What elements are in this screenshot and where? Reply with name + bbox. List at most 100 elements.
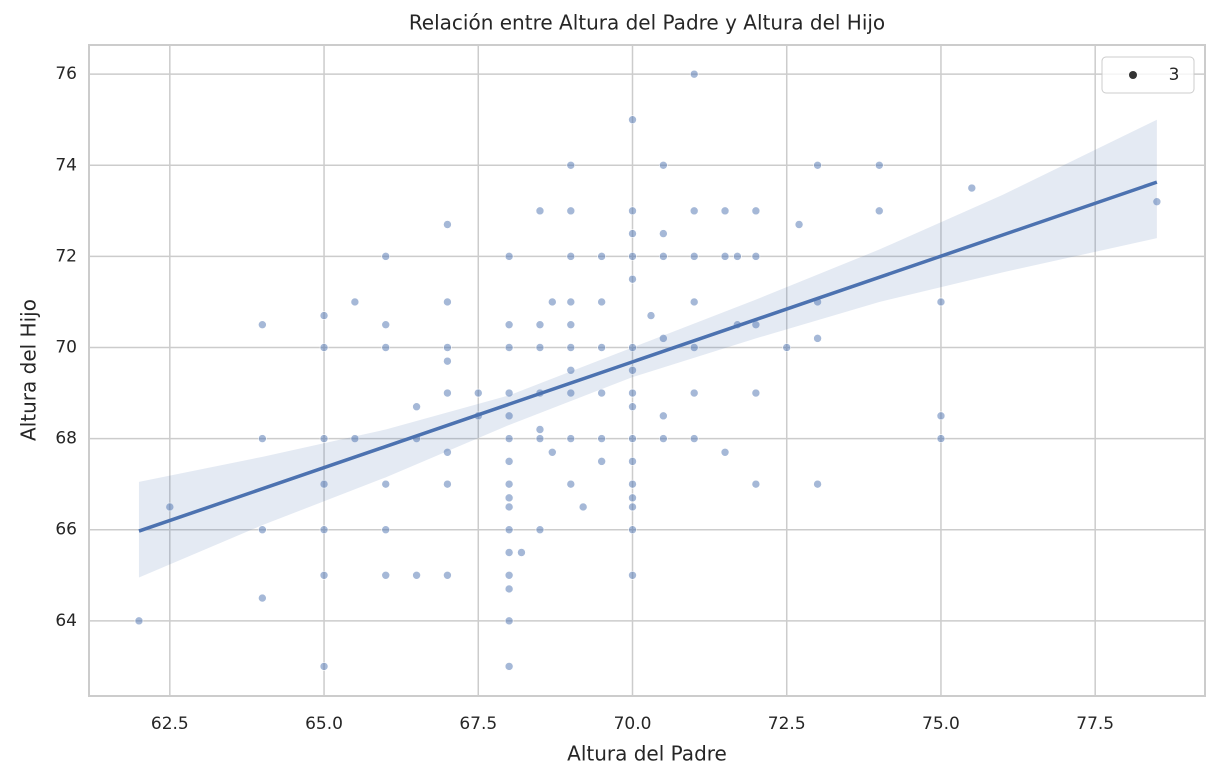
point	[689, 434, 699, 443]
point	[566, 434, 576, 443]
point	[319, 662, 329, 671]
point	[751, 252, 761, 261]
point	[751, 388, 761, 398]
point	[381, 320, 391, 330]
point	[597, 388, 606, 398]
point	[566, 365, 576, 375]
point	[628, 457, 637, 466]
point	[720, 206, 730, 216]
point	[412, 570, 421, 580]
point	[628, 365, 637, 375]
point	[720, 252, 730, 261]
plot-frame	[88, 44, 1206, 697]
point	[258, 593, 267, 603]
point	[628, 388, 637, 398]
point	[628, 343, 637, 352]
point	[504, 502, 514, 512]
point	[689, 343, 699, 352]
point	[628, 402, 637, 412]
x-tick-label: 77.5	[1076, 714, 1114, 734]
point	[443, 356, 452, 366]
point	[659, 160, 668, 170]
point	[504, 493, 514, 503]
point	[936, 411, 946, 421]
point	[628, 206, 637, 216]
point	[689, 252, 699, 261]
point	[566, 297, 576, 307]
point	[443, 297, 452, 307]
point	[874, 160, 884, 170]
point	[319, 570, 329, 580]
point	[319, 311, 329, 320]
point	[504, 252, 514, 261]
point	[689, 297, 699, 307]
point	[504, 525, 514, 535]
point	[258, 434, 267, 443]
point	[597, 343, 606, 352]
x-tick-label: 67.5	[459, 714, 497, 734]
point	[504, 388, 514, 398]
point	[319, 525, 329, 535]
point	[535, 425, 545, 434]
y-tick-label: 72	[55, 246, 77, 266]
point	[535, 525, 545, 535]
point	[504, 548, 514, 557]
x-tick-label: 65.0	[305, 714, 343, 734]
y-tick-label: 74	[55, 155, 77, 175]
point	[350, 297, 360, 307]
point	[504, 479, 514, 489]
point	[319, 343, 329, 352]
point	[566, 160, 576, 170]
x-tick-label: 70.0	[614, 714, 652, 734]
point	[381, 343, 391, 352]
point	[535, 320, 545, 330]
point	[443, 447, 452, 457]
point	[813, 479, 822, 489]
x-tick-label: 62.5	[151, 714, 189, 734]
point	[936, 434, 946, 443]
point	[566, 479, 576, 489]
point	[1152, 197, 1162, 207]
y-tick-label: 66	[55, 520, 77, 540]
y-tick-label: 70	[55, 337, 77, 357]
point	[258, 320, 267, 330]
y-axis-label: Altura del Hijo	[17, 299, 41, 441]
point	[751, 479, 761, 489]
point	[936, 297, 946, 307]
x-tick-label: 75.0	[922, 714, 960, 734]
point	[628, 525, 637, 535]
point	[813, 334, 822, 343]
point	[443, 388, 452, 398]
point	[443, 570, 452, 580]
point	[548, 297, 557, 307]
point	[566, 343, 576, 352]
x-tick-label: 72.5	[768, 714, 806, 734]
point	[794, 220, 804, 229]
point	[628, 570, 637, 580]
point	[443, 220, 452, 229]
point	[504, 616, 514, 626]
point	[504, 584, 514, 594]
y-tick-label: 68	[55, 429, 77, 449]
point	[319, 479, 329, 489]
point	[628, 493, 637, 503]
point	[813, 160, 822, 170]
point	[504, 434, 514, 443]
point	[535, 206, 545, 216]
point	[381, 252, 391, 261]
legend-marker	[1129, 71, 1137, 79]
legend-box	[1101, 56, 1195, 94]
point	[597, 297, 606, 307]
point	[659, 434, 668, 443]
point	[628, 274, 637, 284]
point	[628, 252, 637, 261]
point	[548, 447, 557, 457]
point	[443, 343, 452, 352]
point	[646, 311, 656, 320]
point	[535, 434, 545, 443]
confidence-band	[138, 119, 1157, 578]
point	[733, 252, 742, 261]
legend: 3	[1101, 56, 1195, 94]
y-tick-label: 64	[55, 611, 77, 631]
point	[381, 570, 391, 580]
